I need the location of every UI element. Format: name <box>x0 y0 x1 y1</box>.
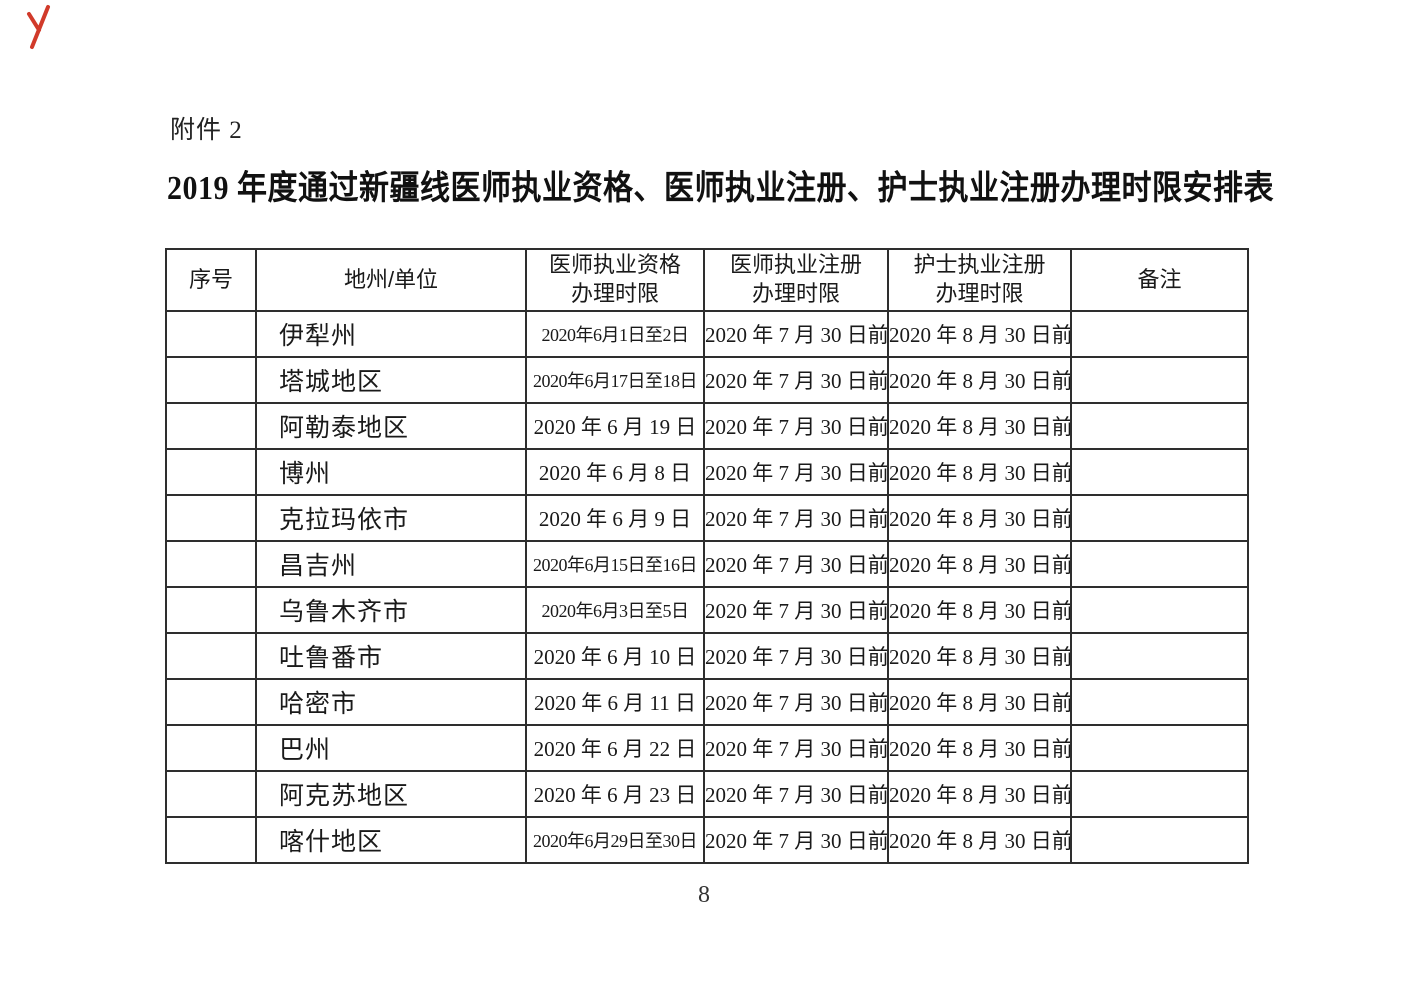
nurse-registration-date-cell: 2020 年 8 月 30 日前 <box>887 724 1072 772</box>
qualification-date-cell: 2020年6月3日至5日 <box>525 586 705 634</box>
attachment-label: 附件 2 <box>170 117 243 144</box>
schedule-table: 序号 地州/单位 医师执业资格 办理时限 医师执业注册 办理时限 护士执业注册 … <box>165 248 1249 864</box>
remarks-cell <box>1070 770 1249 818</box>
region-cell: 乌鲁木齐市 <box>255 586 527 634</box>
table-row: 博州 2020 年 6 月 8 日 2020 年 7 月 30 日前 2020 年 8… <box>165 448 1249 496</box>
region-cell: 哈密市 <box>255 678 527 726</box>
header-index-cell: 序号 <box>165 248 257 312</box>
nurse-registration-date-cell: 2020 年 8 月 30 日前 <box>887 540 1072 588</box>
row-index-cell <box>165 586 257 634</box>
nurse-registration-date-cell: 2020 年 8 月 30 日前 <box>887 632 1072 680</box>
region-cell: 克拉玛依市 <box>255 494 527 542</box>
header-doctor-registration-cell: 医师执业注册 办理时限 <box>703 248 889 312</box>
region-cell: 吐鲁番市 <box>255 632 527 680</box>
qualification-date-cell: 2020 年 6 月 11 日 <box>525 678 705 726</box>
remarks-cell <box>1070 356 1249 404</box>
remarks-cell <box>1070 540 1249 588</box>
page-number: 8 <box>698 882 710 908</box>
nurse-registration-date-cell: 2020 年 8 月 30 日前 <box>887 494 1072 542</box>
row-index-cell <box>165 678 257 726</box>
remarks-cell <box>1070 816 1249 864</box>
region-cell: 昌吉州 <box>255 540 527 588</box>
qualification-date-cell: 2020 年 6 月 23 日 <box>525 770 705 818</box>
qualification-date-cell: 2020年6月17日至18日 <box>525 356 705 404</box>
row-index-cell <box>165 448 257 496</box>
header-remarks-cell: 备注 <box>1070 248 1249 312</box>
doctor-registration-date-cell: 2020 年 7 月 30 日前 <box>703 540 889 588</box>
region-cell: 巴州 <box>255 724 527 772</box>
remarks-cell <box>1070 494 1249 542</box>
table-row: 巴州 2020 年 6 月 22 日 2020 年 7 月 30 日前 2020 年 … <box>165 724 1249 772</box>
qualification-date-cell: 2020 年 6 月 8 日 <box>525 448 705 496</box>
qualification-date-cell: 2020年6月15日至16日 <box>525 540 705 588</box>
remarks-cell <box>1070 632 1249 680</box>
qualification-date-cell: 2020 年 6 月 22 日 <box>525 724 705 772</box>
row-index-cell <box>165 816 257 864</box>
doctor-registration-date-cell: 2020 年 7 月 30 日前 <box>703 586 889 634</box>
qualification-date-cell: 2020年6月1日至2日 <box>525 310 705 358</box>
nurse-registration-date-cell: 2020 年 8 月 30 日前 <box>887 356 1072 404</box>
remarks-cell <box>1070 724 1249 772</box>
doctor-registration-date-cell: 2020 年 7 月 30 日前 <box>703 770 889 818</box>
table-row: 吐鲁番市 2020 年 6 月 10 日 2020 年 7 月 30 日前 2020 … <box>165 632 1249 680</box>
nurse-registration-date-cell: 2020 年 8 月 30 日前 <box>887 816 1072 864</box>
qualification-date-cell: 2020 年 6 月 9 日 <box>525 494 705 542</box>
region-cell: 塔城地区 <box>255 356 527 404</box>
nurse-registration-date-cell: 2020 年 8 月 30 日前 <box>887 448 1072 496</box>
doctor-registration-date-cell: 2020 年 7 月 30 日前 <box>703 816 889 864</box>
qualification-date-cell: 2020 年 6 月 19 日 <box>525 402 705 450</box>
header-region-cell: 地州/单位 <box>255 248 527 312</box>
nurse-registration-date-cell: 2020 年 8 月 30 日前 <box>887 586 1072 634</box>
table-body: 伊犁州 2020年6月1日至2日 2020 年 7 月 30 日前 2020 年 8 … <box>165 310 1249 864</box>
remarks-cell <box>1070 402 1249 450</box>
region-cell: 阿勒泰地区 <box>255 402 527 450</box>
table-row: 阿克苏地区 2020 年 6 月 23 日 2020 年 7 月 30 日前 2020… <box>165 770 1249 818</box>
document-title: 2019 年度通过新疆线医师执业资格、医师执业注册、护士执业注册办理时限安排表 <box>167 170 1274 208</box>
qualification-date-cell: 2020年6月29日至30日 <box>525 816 705 864</box>
header-qualification-cell: 医师执业资格 办理时限 <box>525 248 705 312</box>
row-index-cell <box>165 770 257 818</box>
row-index-cell <box>165 540 257 588</box>
table-row: 乌鲁木齐市 2020年6月3日至5日 2020 年 7 月 30 日前 2020 年 … <box>165 586 1249 634</box>
nurse-registration-date-cell: 2020 年 8 月 30 日前 <box>887 678 1072 726</box>
table-row: 昌吉州 2020年6月15日至16日 2020 年 7 月 30 日前 2020 年 … <box>165 540 1249 588</box>
table-row: 塔城地区 2020年6月17日至18日 2020 年 7 月 30 日前 2020 年… <box>165 356 1249 404</box>
nurse-registration-date-cell: 2020 年 8 月 30 日前 <box>887 770 1072 818</box>
row-index-cell <box>165 310 257 358</box>
nurse-registration-date-cell: 2020 年 8 月 30 日前 <box>887 310 1072 358</box>
doctor-registration-date-cell: 2020 年 7 月 30 日前 <box>703 402 889 450</box>
doctor-registration-date-cell: 2020 年 7 月 30 日前 <box>703 448 889 496</box>
doctor-registration-date-cell: 2020 年 7 月 30 日前 <box>703 310 889 358</box>
region-cell: 博州 <box>255 448 527 496</box>
region-cell: 阿克苏地区 <box>255 770 527 818</box>
remarks-cell <box>1070 310 1249 358</box>
red-corner-mark-icon <box>27 5 50 49</box>
doctor-registration-date-cell: 2020 年 7 月 30 日前 <box>703 632 889 680</box>
row-index-cell <box>165 402 257 450</box>
table-row: 哈密市 2020 年 6 月 11 日 2020 年 7 月 30 日前 2020 年… <box>165 678 1249 726</box>
remarks-cell <box>1070 448 1249 496</box>
remarks-cell <box>1070 586 1249 634</box>
region-cell: 伊犁州 <box>255 310 527 358</box>
doctor-registration-date-cell: 2020 年 7 月 30 日前 <box>703 678 889 726</box>
table-row: 阿勒泰地区 2020 年 6 月 19 日 2020 年 7 月 30 日前 2020… <box>165 402 1249 450</box>
table-header-row: 序号 地州/单位 医师执业资格 办理时限 医师执业注册 办理时限 护士执业注册 … <box>165 248 1249 312</box>
table-row: 伊犁州 2020年6月1日至2日 2020 年 7 月 30 日前 2020 年 8 … <box>165 310 1249 358</box>
region-cell: 喀什地区 <box>255 816 527 864</box>
row-index-cell <box>165 632 257 680</box>
row-index-cell <box>165 356 257 404</box>
table-row: 喀什地区 2020年6月29日至30日 2020 年 7 月 30 日前 2020 年… <box>165 816 1249 864</box>
row-index-cell <box>165 494 257 542</box>
doctor-registration-date-cell: 2020 年 7 月 30 日前 <box>703 356 889 404</box>
doctor-registration-date-cell: 2020 年 7 月 30 日前 <box>703 494 889 542</box>
header-nurse-registration-cell: 护士执业注册 办理时限 <box>887 248 1072 312</box>
qualification-date-cell: 2020 年 6 月 10 日 <box>525 632 705 680</box>
doctor-registration-date-cell: 2020 年 7 月 30 日前 <box>703 724 889 772</box>
nurse-registration-date-cell: 2020 年 8 月 30 日前 <box>887 402 1072 450</box>
row-index-cell <box>165 724 257 772</box>
remarks-cell <box>1070 678 1249 726</box>
table-row: 克拉玛依市 2020 年 6 月 9 日 2020 年 7 月 30 日前 2020 … <box>165 494 1249 542</box>
